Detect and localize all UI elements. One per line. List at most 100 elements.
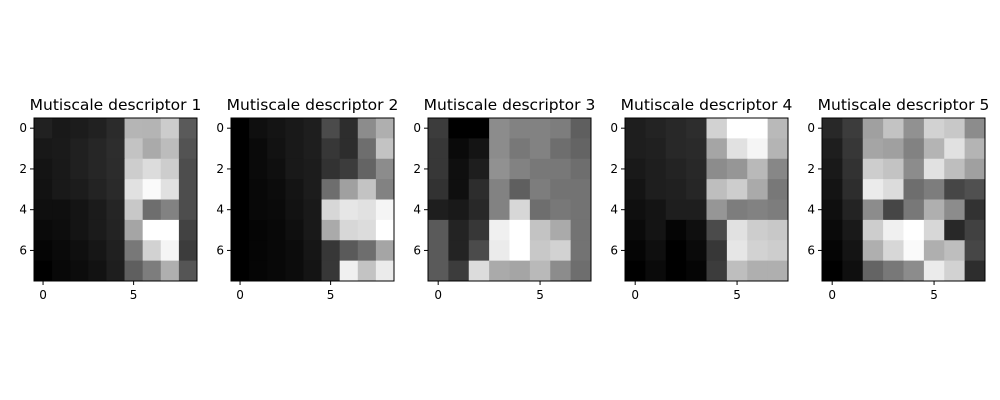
heatmap-cell [231, 158, 250, 180]
heatmap-cell [88, 158, 107, 180]
heatmap-cell [52, 158, 71, 180]
heatmap-cell [964, 199, 986, 221]
heatmap-cell [160, 240, 180, 262]
y-tick-label: 2 [216, 162, 224, 176]
heatmap-cell [34, 158, 53, 180]
y-tick-label: 4 [807, 203, 815, 217]
x-tick-label: 5 [130, 288, 138, 302]
heatmap-cell [944, 118, 966, 139]
heatmap-cell [339, 118, 359, 139]
heatmap-cell [178, 138, 198, 160]
heatmap-cell [267, 138, 286, 160]
heatmap-cell [249, 260, 268, 282]
x-tick-label: 0 [39, 288, 47, 302]
y-tick-label: 4 [610, 203, 618, 217]
heatmap-cell [822, 199, 843, 221]
heatmap-cell [448, 158, 470, 180]
heatmap-cell [321, 138, 341, 160]
heatmap-cell [160, 260, 180, 282]
heatmap-cell [767, 158, 789, 180]
heatmap-cell [665, 179, 687, 200]
heatmap-cell [767, 219, 789, 241]
heatmap-cell [357, 199, 377, 221]
heatmap-cell [747, 240, 769, 262]
heatmap-cell [747, 260, 769, 282]
heatmap-cell [124, 138, 144, 160]
heatmap-cell [964, 118, 986, 139]
heatmap-cell [862, 179, 884, 200]
heatmap-cell [686, 219, 707, 241]
heatmap-cell [903, 138, 925, 160]
heatmap-cell [686, 118, 707, 139]
heatmap-cell [428, 138, 449, 160]
y-tick-label: 2 [610, 162, 618, 176]
heatmap-cell [267, 179, 286, 200]
y-tick-label: 6 [413, 243, 421, 257]
heatmap-cell [822, 260, 843, 282]
heatmap-cell [70, 260, 89, 282]
heatmap-cell [160, 158, 180, 180]
heatmap-cell [903, 219, 925, 241]
axes-frame [33, 117, 198, 282]
y-tick-label: 4 [19, 203, 27, 217]
heatmap-cell [375, 199, 395, 221]
heatmap-cell [428, 219, 449, 241]
heatmap-cell [267, 219, 286, 241]
y-tick-label: 0 [216, 121, 224, 135]
heatmap-cell [321, 179, 341, 200]
heatmap-cell [375, 179, 395, 200]
heatmap-cell [686, 260, 707, 282]
heatmap-cell [52, 179, 71, 200]
heatmap-cell [944, 240, 966, 262]
heatmap-cell [142, 179, 162, 200]
heatmap-cell [303, 179, 322, 200]
heatmap-cell [706, 158, 728, 180]
heatmap-cell [747, 158, 769, 180]
heatmap-cell [160, 179, 180, 200]
heatmap-cell [665, 219, 687, 241]
heatmap-cell [842, 219, 864, 241]
heatmap-cell [964, 158, 986, 180]
heatmap-cell [570, 219, 592, 241]
heatmap-cell [883, 138, 904, 160]
heatmap-cell [285, 219, 304, 241]
heatmap-cell [468, 138, 490, 160]
y-tick-label: 0 [413, 121, 421, 135]
heatmap-cell [842, 179, 864, 200]
heatmap-cell [106, 260, 125, 282]
heatmap-cell [489, 199, 510, 221]
heatmap-cell [767, 179, 789, 200]
heatmap-cell [822, 240, 843, 262]
heatmap-cell [52, 260, 71, 282]
heatmap-cell [267, 260, 286, 282]
heatmap-cell [448, 118, 470, 139]
heatmap-cell [231, 179, 250, 200]
heatmap-cell [923, 219, 945, 241]
heatmap-cell [106, 138, 125, 160]
heatmap-cell [726, 260, 748, 282]
heatmap-cell [285, 260, 304, 282]
heatmap-cell [34, 138, 53, 160]
heatmap-cell [303, 138, 322, 160]
heatmap-cell [178, 240, 198, 262]
heatmap-cell [303, 219, 322, 241]
heatmap-cell [686, 158, 707, 180]
heatmap-cell [529, 138, 551, 160]
heatmap-cell [249, 199, 268, 221]
heatmap-cell [645, 138, 667, 160]
heatmap-cell [70, 158, 89, 180]
y-tick-label: 4 [413, 203, 421, 217]
heatmap-cell [529, 199, 551, 221]
heatmap-cell [726, 158, 748, 180]
heatmap-cell [665, 158, 687, 180]
heatmap-cell [321, 219, 341, 241]
heatmap-cell [862, 199, 884, 221]
heatmap-cell [509, 118, 531, 139]
heatmap-cell [88, 118, 107, 139]
heatmap-cell [231, 118, 250, 139]
heatmap-cell [767, 199, 789, 221]
heatmap-cell [285, 158, 304, 180]
y-tick-label: 2 [807, 162, 815, 176]
